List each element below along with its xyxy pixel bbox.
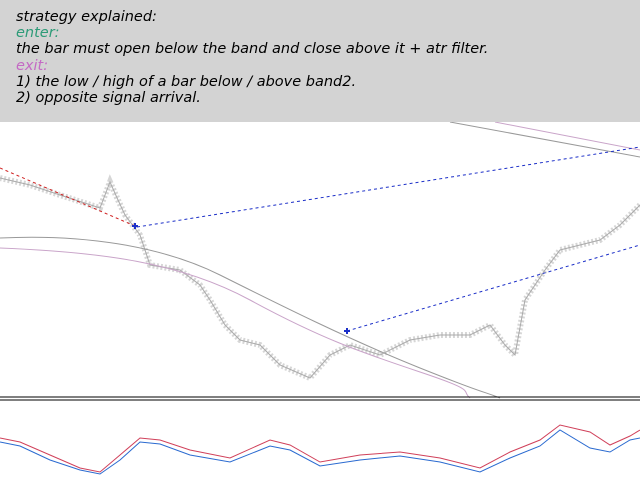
band-second (0, 247, 471, 399)
entry-marker (132, 223, 138, 229)
price-line (0, 177, 640, 379)
enter-rule: the bar must open below the band and clo… (16, 41, 489, 57)
exit-trade-line (0, 167, 136, 227)
oscillator-red (0, 424, 640, 473)
exit-label: exit: (16, 58, 49, 74)
band-main (0, 236, 501, 399)
exit-rule: 1) the low / high of a bar below / above… (16, 74, 357, 90)
exit-rule: 2) opposite signal arrival. (16, 90, 201, 106)
band-upper (449, 121, 640, 158)
panel-heading: strategy explained: (16, 9, 157, 25)
entry-marker (344, 328, 350, 334)
trade-line (136, 146, 640, 228)
enter-label: enter: (16, 25, 60, 41)
info-panel: strategy explained: enter: the bar must … (0, 0, 640, 122)
band-upper-second (494, 121, 640, 151)
oscillator-blue (0, 429, 640, 475)
trade-line (346, 244, 640, 332)
